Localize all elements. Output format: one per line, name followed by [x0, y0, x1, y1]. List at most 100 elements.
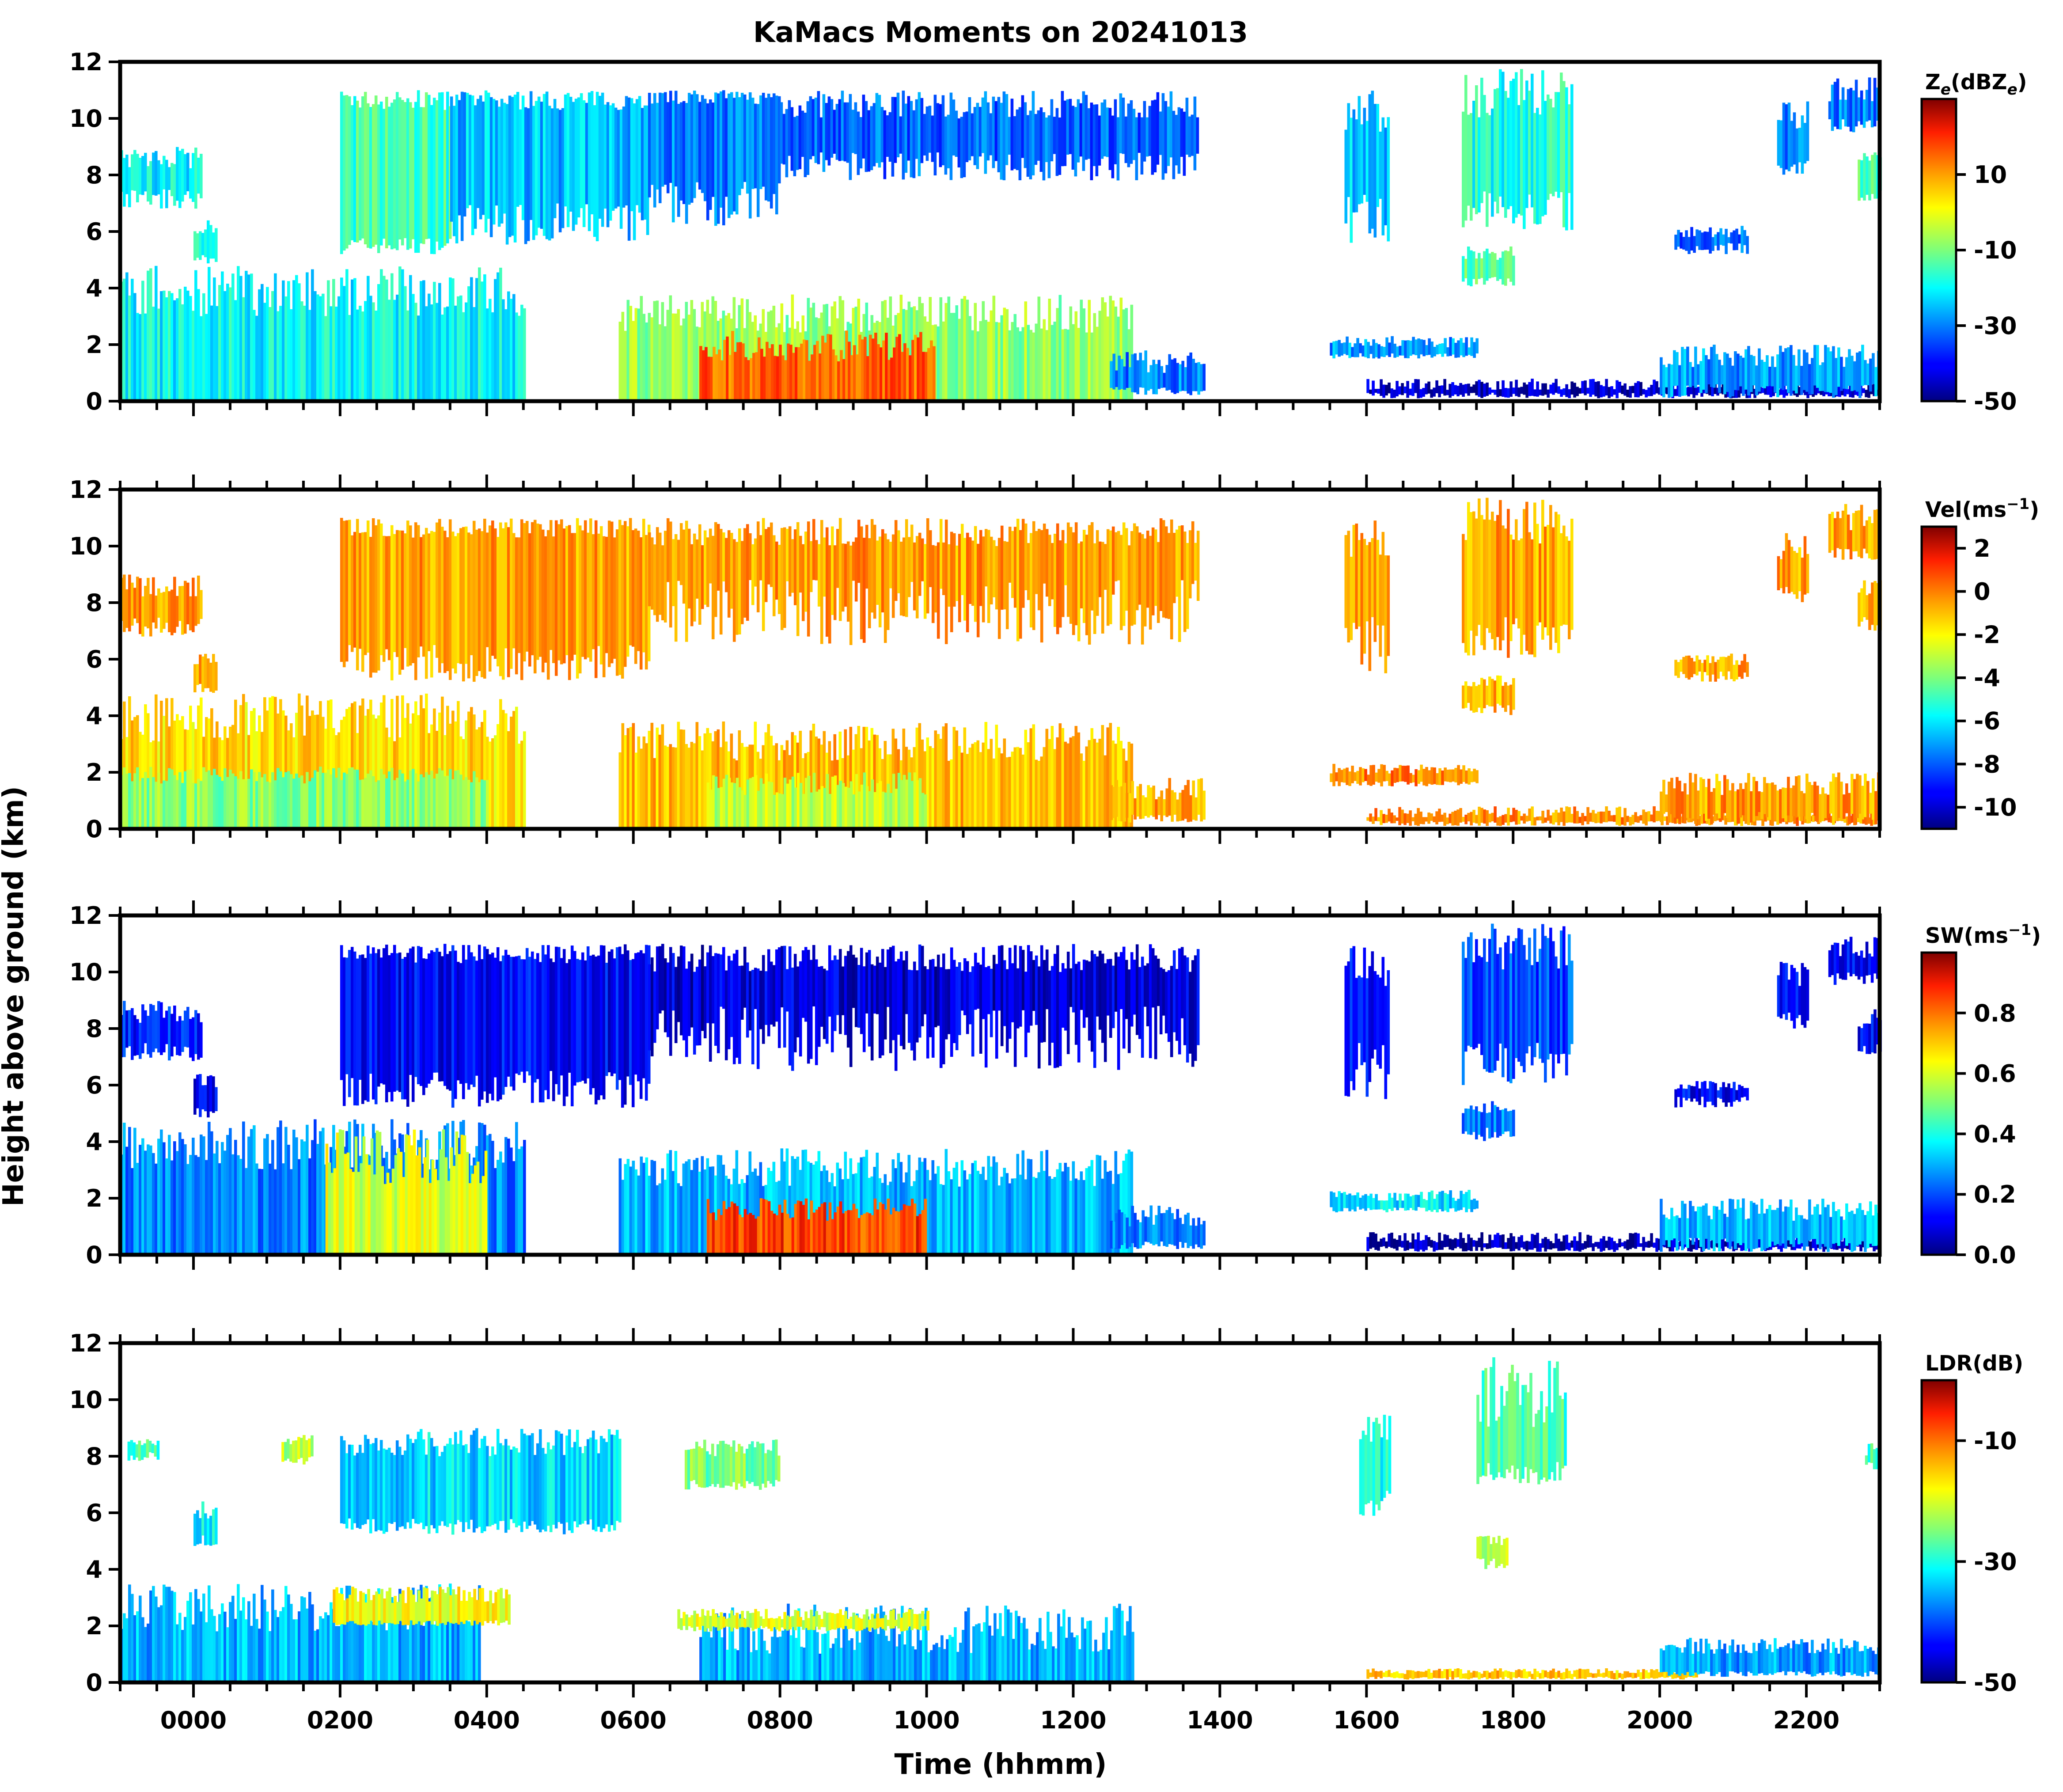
- y-tick-label-ldr-2: 2: [86, 1612, 102, 1640]
- y-tick-label-ldr-4: 4: [86, 1556, 102, 1583]
- echo-spectrum_width-2: [120, 1001, 203, 1061]
- echo-reflectivity-5: [120, 266, 526, 401]
- echo-velocity-12: [1462, 497, 1574, 658]
- echo-reflectivity-7: [699, 330, 936, 401]
- colorbar-tick-label-velocity-0: -10: [1974, 793, 2017, 821]
- x-tick-label-1000: 1000: [893, 1706, 959, 1734]
- colorbar-label-main-spectrum_width: SW(ms: [1925, 923, 2008, 948]
- echo-spectrum_width-15: [1828, 937, 1882, 985]
- colorbar-reflectivity: [1920, 98, 1957, 402]
- echo-reflectivity-16: [1828, 77, 1882, 133]
- echo-spectrum_width-10: [1660, 1198, 1880, 1252]
- echo-velocity-17: [1674, 653, 1749, 682]
- colorbar-tick-label-spectrum_width-1: 0.2: [1974, 1181, 2016, 1208]
- echo-ldr-12: [193, 1501, 218, 1546]
- echo-spectrum_width-6: [706, 1198, 927, 1255]
- x-tick-label-1200: 1200: [1040, 1706, 1106, 1734]
- echo-reflectivity-1: [450, 90, 649, 245]
- x-tick-label-1800: 1800: [1480, 1706, 1546, 1734]
- echo-spectrum_width-14: [1777, 962, 1809, 1029]
- echo-spectrum_width-13: [1462, 1101, 1515, 1141]
- y-axis-label: Height above ground (km): [0, 786, 30, 1207]
- echo-velocity-15: [1828, 504, 1882, 560]
- echo-ldr-10: [1476, 1357, 1567, 1484]
- echo-reflectivity-2: [648, 90, 781, 226]
- echo-reflectivity-13: [1462, 69, 1574, 231]
- echo-reflectivity-15: [1777, 101, 1809, 175]
- echo-velocity-0: [340, 518, 651, 682]
- echo-velocity-13: [1462, 675, 1515, 715]
- colorbar-tick-label-reflectivity-2: -10: [1974, 236, 2017, 264]
- colorbar-label-end-spectrum_width: ): [2031, 923, 2041, 948]
- colorbar-label-ldr: LDR(dB): [1925, 1351, 2023, 1376]
- colorbar-label-sub-reflectivity: e: [1941, 81, 1951, 99]
- echo-velocity-2: [120, 574, 203, 637]
- echo-velocity-4: [120, 767, 489, 829]
- x-tick-label-0400: 0400: [454, 1706, 520, 1734]
- panel-ldr: 0 2 4 6 8 10 12 0000 0200 0400 0600 0800 1000 1200 140…: [69, 1328, 2023, 1734]
- colorbar-tick-label-reflectivity-3: 10: [1974, 161, 2007, 189]
- x-axis-label: Time (hhmm): [895, 1748, 1107, 1781]
- echo-reflectivity-19: [193, 220, 218, 264]
- echo-reflectivity-8: [1110, 350, 1206, 395]
- echo-spectrum_width-12: [1462, 923, 1574, 1085]
- y-tick-label-reflectivity-10: 10: [69, 105, 102, 133]
- echo-spectrum_width-0: [340, 944, 651, 1108]
- echo-reflectivity-12: [1344, 91, 1390, 243]
- colorbar-velocity: [1920, 525, 1957, 830]
- echo-velocity-14: [1777, 533, 1809, 602]
- echo-spectrum_width-9: [1366, 1232, 1881, 1252]
- y-tick-label-velocity-10: 10: [69, 532, 102, 560]
- x-tick-label-1400: 1400: [1187, 1706, 1253, 1734]
- y-tick-label-velocity-2: 2: [86, 759, 102, 786]
- echo-field-reflectivity: [120, 69, 1882, 401]
- colorbar-label-sup-spectrum_width: −1: [2008, 921, 2031, 939]
- y-tick-label-reflectivity-12: 12: [69, 48, 102, 76]
- y-tick-label-reflectivity-0: 0: [86, 387, 102, 415]
- y-tick-label-spectrum_width-4: 4: [86, 1128, 102, 1156]
- echo-reflectivity-18: [1674, 226, 1749, 254]
- colorbar-tick-label-velocity-2: -6: [1974, 707, 2000, 735]
- y-tick-label-velocity-8: 8: [86, 589, 102, 617]
- y-tick-label-spectrum_width-10: 10: [69, 958, 102, 986]
- y-tick-label-ldr-8: 8: [86, 1443, 102, 1470]
- echo-spectrum_width-8: [1330, 1190, 1479, 1212]
- echo-field-ldr: [120, 1357, 1881, 1682]
- echo-spectrum_width-17: [1674, 1081, 1749, 1108]
- echo-velocity-11: [1344, 520, 1390, 673]
- colorbar-tick-label-ldr-1: -30: [1974, 1548, 2017, 1576]
- colorbar-label-main-velocity: Vel(ms: [1925, 497, 2006, 522]
- colorbar-tick-label-velocity-1: -8: [1974, 750, 2000, 778]
- echo-ldr-4: [333, 1587, 511, 1626]
- colorbar-tick-label-spectrum_width-2: 0.4: [1974, 1120, 2016, 1148]
- colorbar-tick-label-velocity-5: 0: [1974, 578, 1991, 606]
- colorbar-label-main-ldr: LDR(dB): [1925, 1351, 2023, 1376]
- colorbar-tick-label-spectrum_width-3: 0.6: [1974, 1060, 2016, 1088]
- echo-velocity-18: [193, 653, 218, 693]
- echo-velocity-10: [1660, 772, 1880, 826]
- colorbar-label-reflectivity: Ze(dBZe): [1925, 70, 2027, 99]
- x-tick-label-0000: 0000: [160, 1706, 227, 1734]
- y-tick-label-velocity-0: 0: [86, 815, 102, 843]
- echo-ldr-7: [1366, 1668, 1698, 1680]
- echo-ldr-6: [677, 1609, 929, 1632]
- colorbar-tick-label-ldr-2: -10: [1974, 1427, 2017, 1455]
- echo-velocity-8: [1330, 763, 1479, 786]
- y-tick-label-ldr-6: 6: [86, 1499, 102, 1527]
- y-tick-label-velocity-6: 6: [86, 645, 102, 673]
- colorbar-tick-label-reflectivity-1: -30: [1974, 312, 2017, 340]
- y-tick-label-velocity-4: 4: [86, 702, 102, 730]
- colorbar-label-end-velocity: ): [2029, 497, 2039, 522]
- echo-velocity-7: [1110, 778, 1206, 823]
- colorbar-label-spectrum_width: SW(ms−1): [1925, 921, 2041, 948]
- x-tick-label-1600: 1600: [1333, 1706, 1399, 1734]
- y-tick-label-reflectivity-6: 6: [86, 218, 102, 246]
- echo-spectrum_width-7: [1110, 1205, 1206, 1249]
- echo-ldr-2: [281, 1435, 314, 1465]
- echo-reflectivity-11: [1660, 345, 1880, 398]
- colorbar-label-main-reflectivity: Z: [1925, 70, 1941, 95]
- y-tick-label-ldr-0: 0: [86, 1669, 102, 1697]
- echo-ldr-0: [340, 1428, 622, 1535]
- echo-ldr-13: [127, 1439, 160, 1461]
